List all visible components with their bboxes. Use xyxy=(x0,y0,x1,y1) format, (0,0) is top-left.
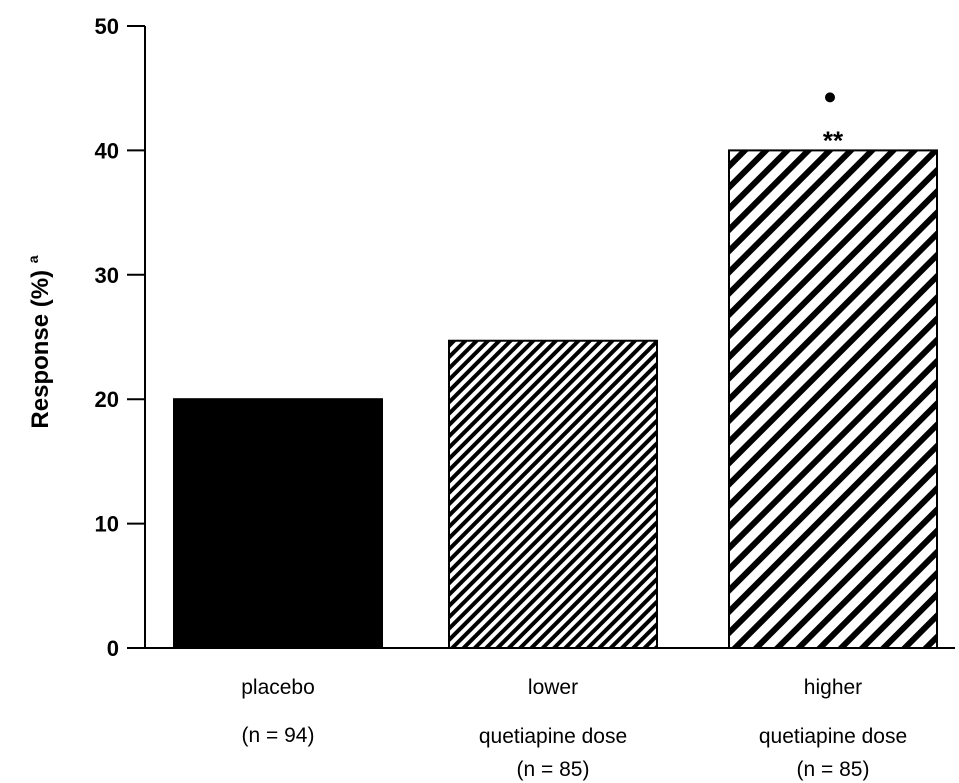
bar xyxy=(728,149,938,649)
y-tick-label: 0 xyxy=(107,636,119,661)
y-tick-label: 30 xyxy=(95,263,119,288)
category-label: (n = 94) xyxy=(242,724,315,747)
category-label: quetiapine dose xyxy=(479,725,627,748)
y-tick-label: 50 xyxy=(95,14,119,39)
y-axis-label-text: Response (%) xyxy=(27,270,54,429)
y-axis-label: Response (%) a xyxy=(25,255,54,428)
category-label: lower xyxy=(528,676,578,699)
category-label: quetiapine dose xyxy=(759,725,907,748)
significance-annotation: ** xyxy=(823,125,844,155)
category-label: (n = 85) xyxy=(797,758,870,781)
bar xyxy=(173,398,383,650)
y-axis-label-superscript: a xyxy=(25,255,41,263)
category-label: higher xyxy=(804,676,862,699)
y-tick-label: 20 xyxy=(95,387,119,412)
category-label: (n = 85) xyxy=(517,758,590,781)
significance-dot-marker xyxy=(825,92,835,103)
category-label: placebo xyxy=(241,676,315,699)
y-tick-label: 10 xyxy=(95,512,119,537)
bar xyxy=(448,339,658,649)
y-tick-label: 40 xyxy=(95,138,119,163)
